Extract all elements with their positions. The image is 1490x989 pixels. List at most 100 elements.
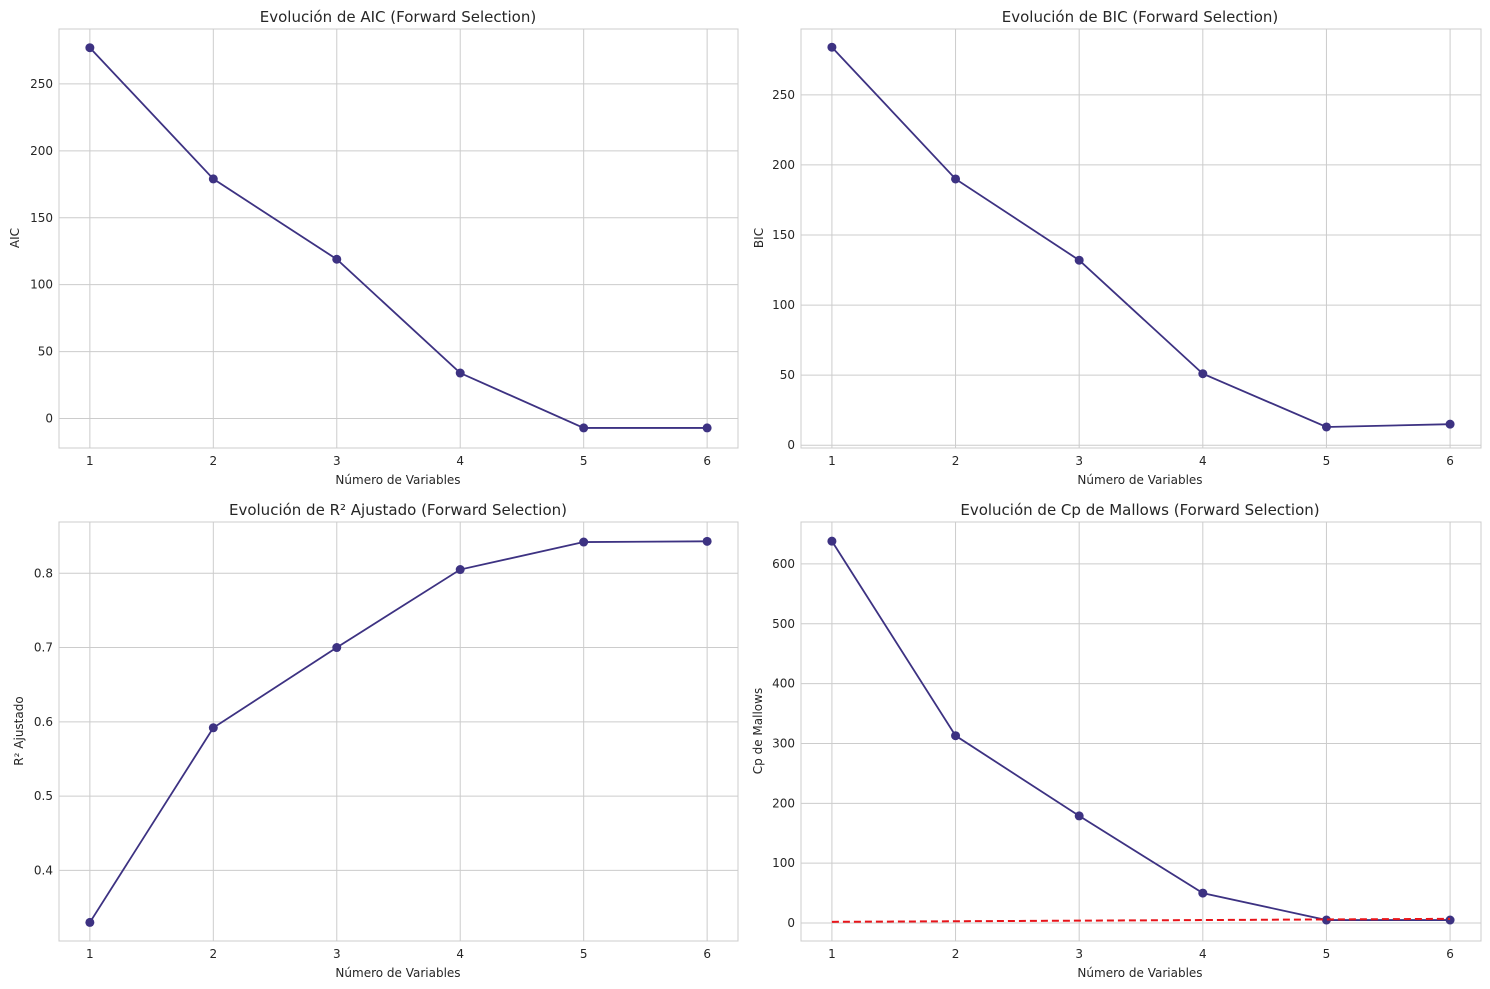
y-tick-label: 0.7 [34, 641, 53, 655]
x-tick-label: 1 [86, 454, 94, 468]
data-point [332, 254, 342, 264]
data-point [1074, 811, 1084, 821]
y-tick-label: 150 [30, 211, 53, 225]
series-line [89, 47, 708, 429]
x-axis-label: Número de Variables [335, 966, 460, 980]
y-tick-label: 0 [787, 916, 795, 930]
plot-frame [800, 28, 1482, 449]
chart-title: Evolución de BIC (Forward Selection) [1002, 8, 1278, 26]
grid-lines [59, 522, 738, 941]
x-tick-label: 2 [952, 454, 960, 468]
y-axis-label: Cp de Mallows [751, 688, 765, 774]
x-tick-label: 5 [1323, 454, 1331, 468]
x-tick-label: 3 [333, 947, 341, 961]
y-tick-label: 250 [30, 77, 53, 91]
data-point [85, 917, 95, 927]
data-point [827, 42, 837, 52]
grid-lines [801, 29, 1481, 448]
y-tick-label: 400 [772, 677, 795, 691]
x-tick-label: 3 [1075, 454, 1083, 468]
chart-title: Evolución de AIC (Forward Selection) [260, 8, 536, 26]
x-tick-label: 1 [86, 947, 94, 961]
y-tick-label: 200 [30, 144, 53, 158]
data-point [1445, 915, 1455, 925]
plot-frame [58, 28, 739, 449]
x-tick-label: 6 [1446, 454, 1454, 468]
x-tick-label: 4 [456, 947, 464, 961]
data-point [1198, 369, 1208, 379]
y-tick-label: 200 [772, 158, 795, 172]
y-axis-label: BIC [752, 228, 766, 248]
data-point [1074, 255, 1084, 265]
y-tick-label: 0.6 [34, 715, 53, 729]
x-tick-label: 2 [209, 947, 217, 961]
x-tick-label: 6 [703, 454, 711, 468]
data-point [951, 731, 961, 741]
grid-lines [801, 522, 1481, 941]
data-point [455, 565, 465, 575]
chart-title: Evolución de R² Ajustado (Forward Select… [229, 501, 567, 519]
y-axis-label: AIC [8, 228, 22, 248]
chart-title: Evolución de Cp de Mallows (Forward Sele… [960, 501, 1319, 519]
series-line [89, 540, 708, 923]
chart-panel-r2-ajustado: Evolución de R² Ajustado (Forward Select… [12, 501, 739, 980]
data-point [579, 537, 589, 547]
data-point [1321, 915, 1331, 925]
reference-line [831, 917, 1451, 923]
y-tick-label: 250 [772, 88, 795, 102]
x-tick-label: 2 [209, 454, 217, 468]
series-line [831, 46, 1451, 428]
x-tick-label: 2 [952, 947, 960, 961]
y-tick-label: 0.4 [34, 863, 53, 877]
plot-frame [58, 521, 739, 942]
y-tick-label: 0.5 [34, 789, 53, 803]
x-tick-label: 1 [828, 454, 836, 468]
x-tick-label: 5 [580, 454, 588, 468]
x-tick-label: 3 [1075, 947, 1083, 961]
y-tick-label: 500 [772, 617, 795, 631]
y-tick-label: 600 [772, 557, 795, 571]
data-point [579, 423, 589, 433]
y-tick-label: 150 [772, 228, 795, 242]
y-tick-label: 50 [780, 368, 795, 382]
x-axis-label: Número de Variables [335, 473, 460, 487]
data-point [702, 423, 712, 433]
y-axis-label: R² Ajustado [12, 696, 26, 765]
y-tick-label: 50 [38, 345, 53, 359]
x-tick-label: 6 [1446, 947, 1454, 961]
data-point [208, 174, 218, 184]
grid-lines [59, 29, 738, 448]
x-tick-label: 4 [456, 454, 464, 468]
y-tick-label: 0 [787, 438, 795, 452]
data-point [208, 723, 218, 733]
x-axis-label: Número de Variables [1077, 473, 1202, 487]
y-tick-label: 100 [772, 298, 795, 312]
data-point [455, 368, 465, 378]
data-point [1198, 888, 1208, 898]
y-tick-label: 100 [772, 856, 795, 870]
series-line [831, 540, 1451, 921]
data-point [332, 643, 342, 653]
y-tick-label: 0.8 [34, 566, 53, 580]
x-axis-label: Número de Variables [1077, 966, 1202, 980]
x-tick-label: 4 [1199, 947, 1207, 961]
x-tick-label: 4 [1199, 454, 1207, 468]
plot-frame [800, 521, 1482, 942]
x-tick-label: 1 [828, 947, 836, 961]
y-tick-label: 100 [30, 278, 53, 292]
y-tick-label: 0 [45, 412, 53, 426]
x-tick-label: 3 [333, 454, 341, 468]
y-tick-label: 200 [772, 796, 795, 810]
data-point [951, 174, 961, 184]
x-tick-label: 5 [1323, 947, 1331, 961]
chart-panel-bic: Evolución de BIC (Forward Selection) Núm… [752, 8, 1482, 487]
chart-panel-aic: Evolución de AIC (Forward Selection) Núm… [8, 8, 739, 487]
x-tick-label: 5 [580, 947, 588, 961]
y-tick-label: 300 [772, 736, 795, 750]
x-tick-label: 6 [703, 947, 711, 961]
data-point [702, 536, 712, 546]
data-point [827, 536, 837, 546]
data-point [85, 43, 95, 53]
data-point [1321, 422, 1331, 432]
